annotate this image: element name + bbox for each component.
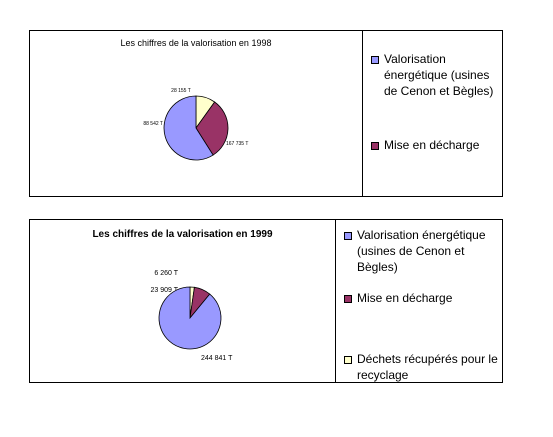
chart-title-1999: Les chiffres de la valorisation en 1999 [92, 229, 273, 240]
legend-swatch [371, 142, 379, 150]
data-label-2: 6 260 T [154, 270, 178, 277]
legend-swatch [344, 232, 352, 240]
legend-label: Valorisation énergétique (usines de Ceno… [357, 228, 486, 274]
legend-item-decharge: Mise en décharge [344, 290, 500, 306]
chart-panel-1999: Les chiffres de la valorisation en 1999 … [29, 219, 503, 383]
plot-area-1998: Les chiffres de la valorisation en 1998 … [30, 31, 363, 196]
legend-label: Mise en décharge [357, 291, 453, 305]
pie-chart-1999: 6 260 T 23 909 T 244 841 T [150, 270, 233, 362]
legend-item-valorisation: Valorisation énergétique (usines de Ceno… [371, 51, 500, 99]
pie-slice-1 [195, 101, 229, 156]
legend-1999: Valorisation énergétique (usines de Ceno… [336, 220, 502, 382]
pie-chart-1998: 28 155 T 88 542 T 167 735 T [143, 88, 248, 161]
legend-1998: Valorisation énergétique (usines de Ceno… [363, 31, 502, 196]
legend-item-recyclage: Déchets récupérés pour le recyclage [344, 351, 500, 383]
data-label-0: 167 735 T [226, 141, 248, 147]
pie-slice-0 [163, 95, 214, 161]
data-label-2: 28 155 T [171, 88, 191, 94]
legend-item-decharge: Mise en décharge [371, 137, 500, 153]
pie-slice-0 [158, 286, 222, 350]
chart-panel-1998: Les chiffres de la valorisation en 1998 … [29, 30, 503, 197]
legend-swatch [371, 56, 379, 64]
legend-item-valorisation: Valorisation énergétique (usines de Ceno… [344, 227, 500, 275]
legend-label: Valorisation énergétique (usines de Ceno… [384, 52, 494, 98]
data-label-0: 244 841 T [201, 355, 233, 362]
data-label-1: 23 909 T [150, 287, 178, 294]
legend-swatch [344, 356, 352, 364]
data-label-1: 88 542 T [143, 121, 163, 127]
legend-swatch [344, 295, 352, 303]
legend-label: Déchets récupérés pour le recyclage [357, 352, 498, 382]
plot-area-1999: Les chiffres de la valorisation en 1999 … [30, 220, 336, 382]
legend-label: Mise en décharge [384, 138, 480, 152]
chart-title-1998: Les chiffres de la valorisation en 1998 [120, 38, 272, 48]
